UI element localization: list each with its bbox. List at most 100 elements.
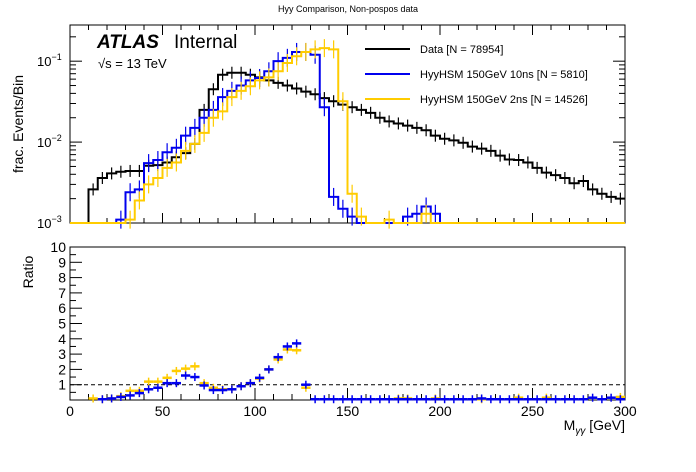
ratio-point-10ns	[375, 395, 385, 404]
lower-y-tick-label: 6	[58, 300, 66, 316]
ratio-point-10ns	[107, 394, 117, 403]
ratio-point-10ns	[199, 381, 209, 390]
ratio-point-10ns	[477, 394, 487, 403]
ratio-point-10ns	[356, 395, 366, 404]
x-axis-label: Mγγ [GeV]	[564, 417, 625, 437]
ratio-point-10ns	[430, 395, 440, 404]
tick-exponent: −3	[51, 214, 61, 224]
x-tick-label: 0	[66, 403, 74, 419]
ratio-point-10ns	[403, 395, 413, 404]
x-axis-label-unit: [GeV]	[585, 417, 625, 433]
lower-series-group	[88, 339, 625, 404]
ratio-point-10ns	[144, 385, 154, 394]
lower-y-tick-label: 8	[58, 270, 66, 286]
ratio-point-2ns	[190, 362, 200, 371]
ratio-point-2ns	[171, 366, 181, 375]
lower-y-tick-label: 5	[58, 316, 66, 332]
ratio-point-10ns	[532, 395, 542, 404]
ratio-point-10ns	[486, 395, 496, 404]
ratio-point-10ns	[366, 395, 376, 404]
ratio-point-10ns	[134, 389, 144, 398]
ratio-point-10ns	[347, 395, 357, 404]
lower-y-tick-label: 3	[58, 346, 66, 362]
ratio-point-10ns	[273, 353, 283, 362]
ratio-point-10ns	[606, 393, 616, 402]
ratio-point-10ns	[116, 392, 126, 401]
ratio-point-10ns	[292, 339, 302, 348]
ratio-point-10ns	[125, 391, 135, 400]
ratio-point-10ns	[255, 373, 265, 382]
ratio-point-10ns	[578, 395, 588, 404]
ratio-point-2ns	[88, 394, 98, 403]
legend-label: HyyHSM 150GeV 10ns [N = 5810]	[420, 69, 588, 81]
upper-y-axis-label: frac. Events/Bin	[10, 75, 26, 173]
tick-base: 10	[37, 54, 51, 69]
ratio-point-10ns	[181, 371, 191, 380]
x-tick-label: 150	[336, 403, 360, 419]
ratio-point-10ns	[440, 395, 450, 404]
legend-label: Data [N = 78954]	[420, 44, 503, 56]
lower-frame	[69, 246, 626, 401]
ratio-point-10ns	[551, 395, 561, 404]
x-tick-label: 50	[155, 403, 171, 419]
ratio-point-10ns	[615, 395, 625, 404]
ratio-point-10ns	[310, 395, 320, 404]
lower-y-tick-label: 2	[58, 361, 66, 377]
ratio-point-10ns	[569, 395, 579, 404]
lower-y-tick-label: 9	[58, 254, 66, 270]
lower-y-tick-label: 10	[50, 239, 66, 255]
x-tick-labels: 0 50 100 150 200 250 300	[66, 403, 637, 419]
ratio-point-10ns	[504, 395, 514, 404]
legend: Data [N = 78954] HyyHSM 150GeV 10ns [N = …	[365, 44, 588, 106]
ratio-point-2ns	[181, 364, 191, 373]
ratio-point-10ns	[541, 395, 551, 404]
ratio-point-10ns	[190, 373, 200, 382]
tick-base: 10	[37, 135, 51, 150]
ratio-point-10ns	[301, 380, 311, 389]
ratio-point-10ns	[514, 395, 524, 404]
ratio-point-10ns	[245, 379, 255, 388]
ratio-point-10ns	[412, 395, 422, 404]
ratio-point-10ns	[162, 379, 172, 388]
ratio-point-10ns	[449, 395, 459, 404]
ratio-point-10ns	[393, 395, 403, 404]
ratio-point-10ns	[421, 395, 431, 404]
ratio-point-10ns	[384, 395, 394, 404]
upper-pad: 10−110−210−3 frac. Events/Bin ATLAS Inte…	[10, 24, 626, 231]
ratio-point-10ns	[329, 395, 339, 404]
x-tick-label: 300	[613, 403, 637, 419]
x-axis-label-sub: γγ	[575, 426, 586, 437]
ratio-point-10ns	[264, 365, 274, 374]
x-tick-label: 250	[521, 403, 545, 419]
ratio-point-10ns	[495, 395, 505, 404]
ratio-point-10ns	[208, 386, 218, 395]
lower-y-axis-label: Ratio	[20, 255, 36, 288]
x-axis-label-main: M	[564, 417, 576, 433]
atlas-status-label: Internal	[174, 32, 237, 53]
energy-label: √s = 13 TeV	[98, 56, 167, 71]
histogram-data	[70, 71, 625, 224]
ratio-point-10ns	[282, 342, 292, 351]
tick-exponent: −1	[51, 52, 61, 62]
ratio-point-10ns	[227, 385, 237, 394]
ratio-point-10ns	[597, 395, 607, 404]
lower-y-tick-label: 7	[58, 285, 66, 301]
ratio-point-2ns	[144, 377, 154, 386]
atlas-label: ATLAS	[96, 32, 159, 53]
upper-y-tick-label: 10−3	[37, 214, 62, 231]
ratio-point-10ns	[171, 379, 181, 388]
ratio-point-10ns	[153, 383, 163, 392]
ratio-point-10ns	[338, 395, 348, 404]
upper-y-tick-labels: 10−110−210−3	[37, 52, 62, 231]
ratio-point-10ns	[218, 386, 228, 395]
ratio-point-10ns	[97, 395, 107, 404]
ratio-point-10ns	[458, 395, 468, 404]
ratio-point-10ns	[560, 395, 570, 404]
x-tick-label: 200	[428, 403, 452, 419]
ratio-point-10ns	[588, 393, 598, 402]
upper-series-group	[70, 39, 625, 229]
tick-exponent: −2	[51, 133, 61, 143]
